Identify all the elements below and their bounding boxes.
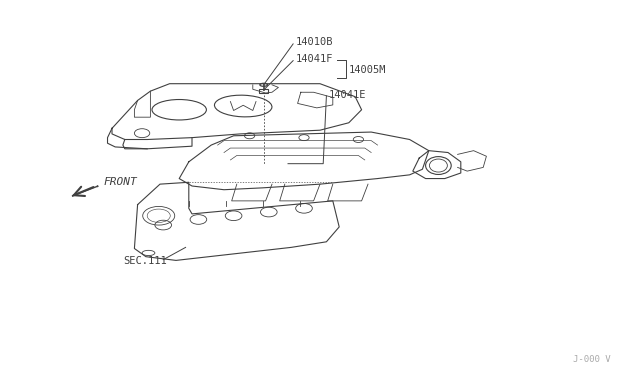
Text: 14010B: 14010B [296,37,333,47]
Text: 14005M: 14005M [349,65,387,75]
Text: 14041F: 14041F [296,54,333,64]
Text: J-000 V: J-000 V [573,355,611,364]
Text: 14041E: 14041E [328,90,366,100]
Bar [259,89,268,93]
Text: SEC.111: SEC.111 [124,256,167,266]
Text: FRONT: FRONT [104,177,138,187]
